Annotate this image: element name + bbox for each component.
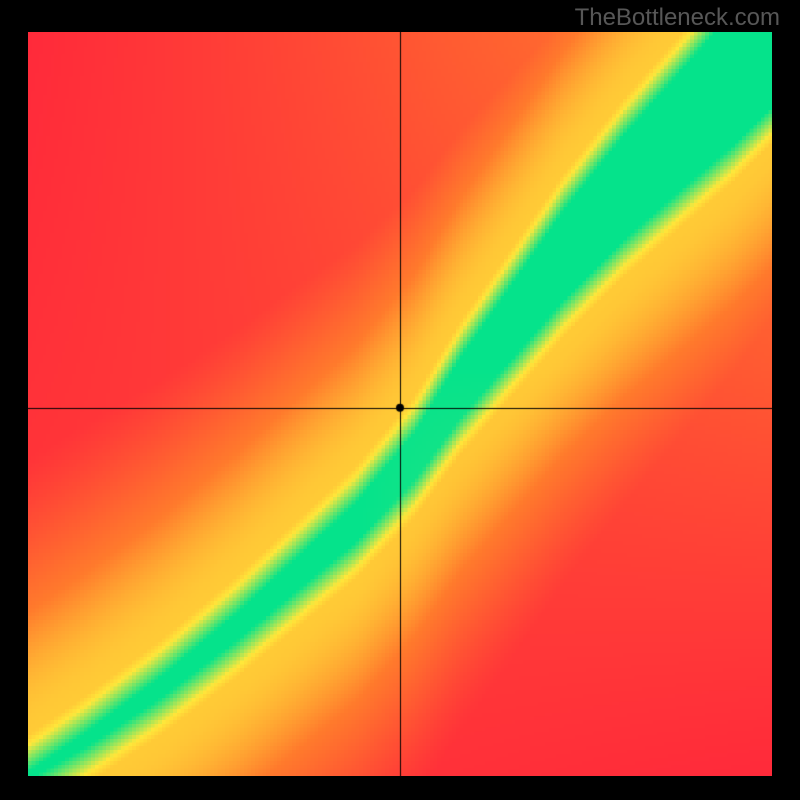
crosshair-overlay: [28, 32, 772, 776]
watermark-text: TheBottleneck.com: [575, 4, 780, 32]
chart-container: TheBottleneck.com: [0, 0, 800, 800]
